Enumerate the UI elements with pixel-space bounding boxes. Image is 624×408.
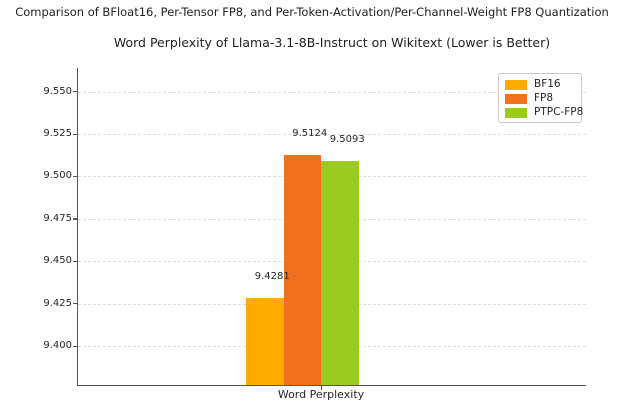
bar-fp8 — [283, 155, 321, 385]
bar-value-label: 9.5124 — [292, 128, 328, 140]
left-spine — [77, 68, 79, 386]
y-tick-label: 9.500 — [43, 170, 72, 182]
legend-swatch-icon — [505, 107, 527, 118]
y-tick-mark — [73, 303, 77, 305]
plot-area: 9.4281 9.5124 9.5093 — [78, 68, 586, 385]
bar-bf16 — [246, 298, 284, 385]
y-tick-label: 9.400 — [43, 340, 72, 351]
y-tick-mark — [73, 175, 77, 178]
legend-swatch-icon — [505, 79, 527, 90]
bar-value-label: 9.4281 — [254, 271, 290, 283]
legend-label: FP8 — [534, 92, 554, 104]
x-tick-mark — [320, 386, 322, 390]
y-tick-mark — [73, 260, 77, 262]
bar-value-label: 9.5093 — [329, 133, 365, 145]
y-tick-label: 9.450 — [43, 255, 72, 267]
legend-item-bf16: BF16 — [505, 79, 575, 90]
bottom-spine — [77, 385, 587, 387]
legend-item-ptpc-fp8: PTPC-FP8 — [505, 107, 583, 118]
gridline — [78, 134, 586, 136]
y-tick-mark — [73, 218, 77, 220]
x-tick-label: Word Perplexity — [277, 388, 365, 401]
y-tick-label: 9.475 — [43, 212, 72, 224]
y-tick-mark — [73, 91, 77, 93]
y-tick-label: 9.550 — [43, 85, 72, 97]
y-tick-mark — [73, 345, 77, 347]
bar-ptpc-fp8 — [321, 160, 359, 385]
figure-suptitle: Comparison of BFloat16, Per-Tensor FP8, … — [15, 5, 609, 19]
y-tick-label: 9.425 — [43, 297, 72, 309]
y-tick-mark — [73, 133, 77, 135]
legend: BF16 FP8 PTPC-FP8 — [498, 73, 583, 123]
legend-item-fp8: FP8 — [505, 93, 575, 104]
gridline — [78, 91, 586, 93]
y-tick-label: 9.525 — [43, 128, 72, 140]
chart-title: Word Perplexity of Llama-3.1-8B-Instruct… — [113, 35, 551, 50]
legend-swatch-icon — [505, 93, 527, 104]
legend-label: PTPC-FP8 — [534, 106, 584, 118]
legend-label: BF16 — [534, 78, 561, 90]
